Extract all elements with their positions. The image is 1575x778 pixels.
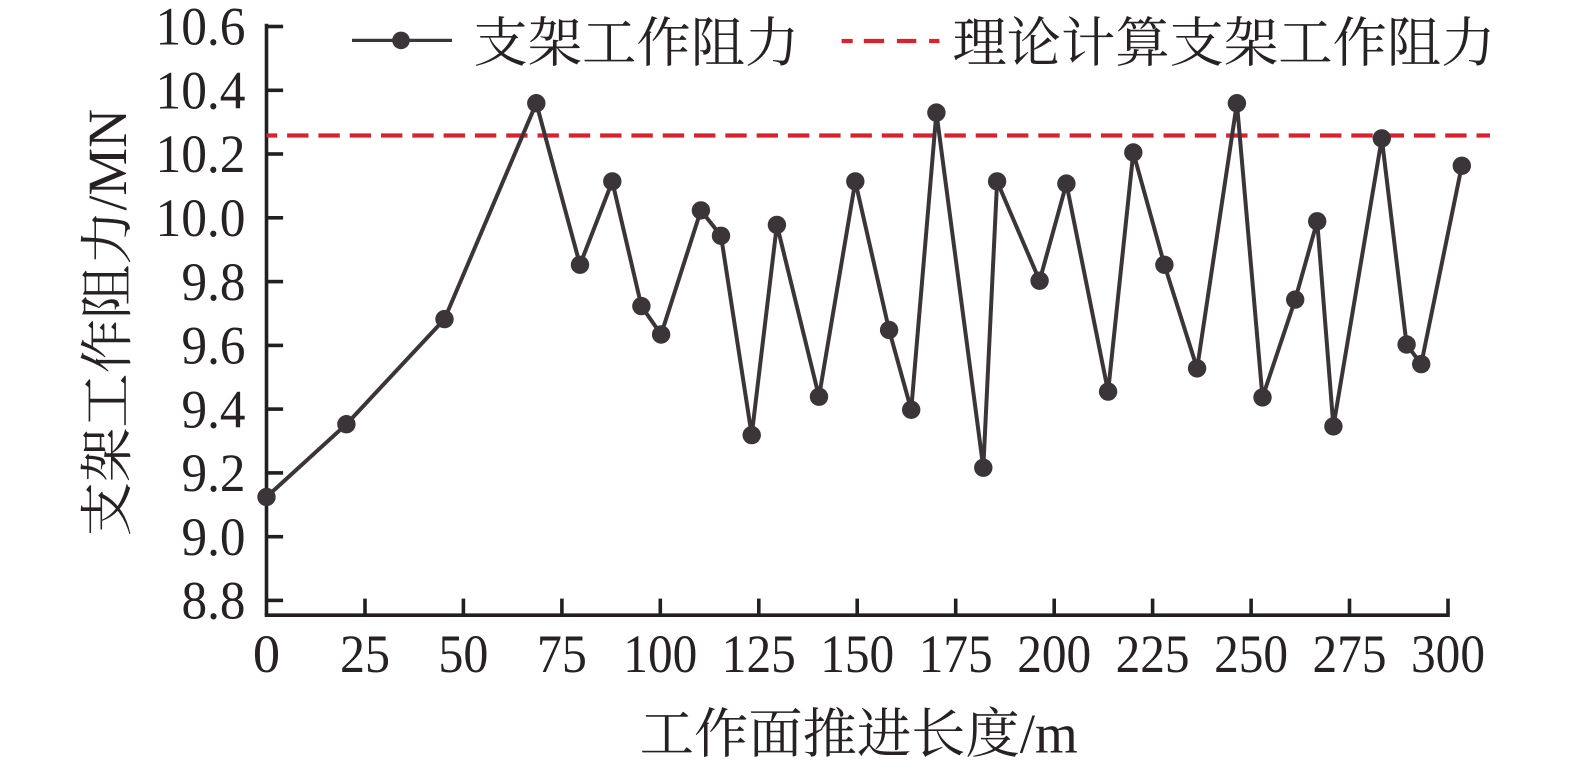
svg-text:25: 25 [340,623,390,684]
svg-text:/MN: /MN [78,109,139,211]
svg-text:300: 300 [1411,623,1485,684]
svg-text:9.2: 9.2 [182,442,246,503]
svg-text:10.4: 10.4 [156,60,246,121]
svg-text:100: 100 [623,623,697,684]
svg-text:200: 200 [1017,623,1091,684]
svg-text:9.6: 9.6 [182,315,246,376]
svg-text:125: 125 [722,623,796,684]
svg-text:8.8: 8.8 [182,570,246,631]
svg-text:10.6: 10.6 [156,0,246,57]
svg-text:9.4: 9.4 [182,378,246,439]
svg-text:250: 250 [1214,623,1288,684]
svg-text:150: 150 [820,623,894,684]
svg-text:275: 275 [1313,623,1387,684]
svg-text:50: 50 [438,623,488,684]
svg-text:0: 0 [253,623,280,684]
svg-text:10.2: 10.2 [156,123,246,184]
svg-text:10.0: 10.0 [156,187,246,248]
svg-text:175: 175 [919,623,993,684]
svg-text:75: 75 [537,623,587,684]
svg-text:9.0: 9.0 [182,506,246,567]
svg-text:225: 225 [1116,623,1190,684]
svg-text:9.8: 9.8 [182,251,246,312]
svg-text:/m: /m [1020,704,1078,766]
